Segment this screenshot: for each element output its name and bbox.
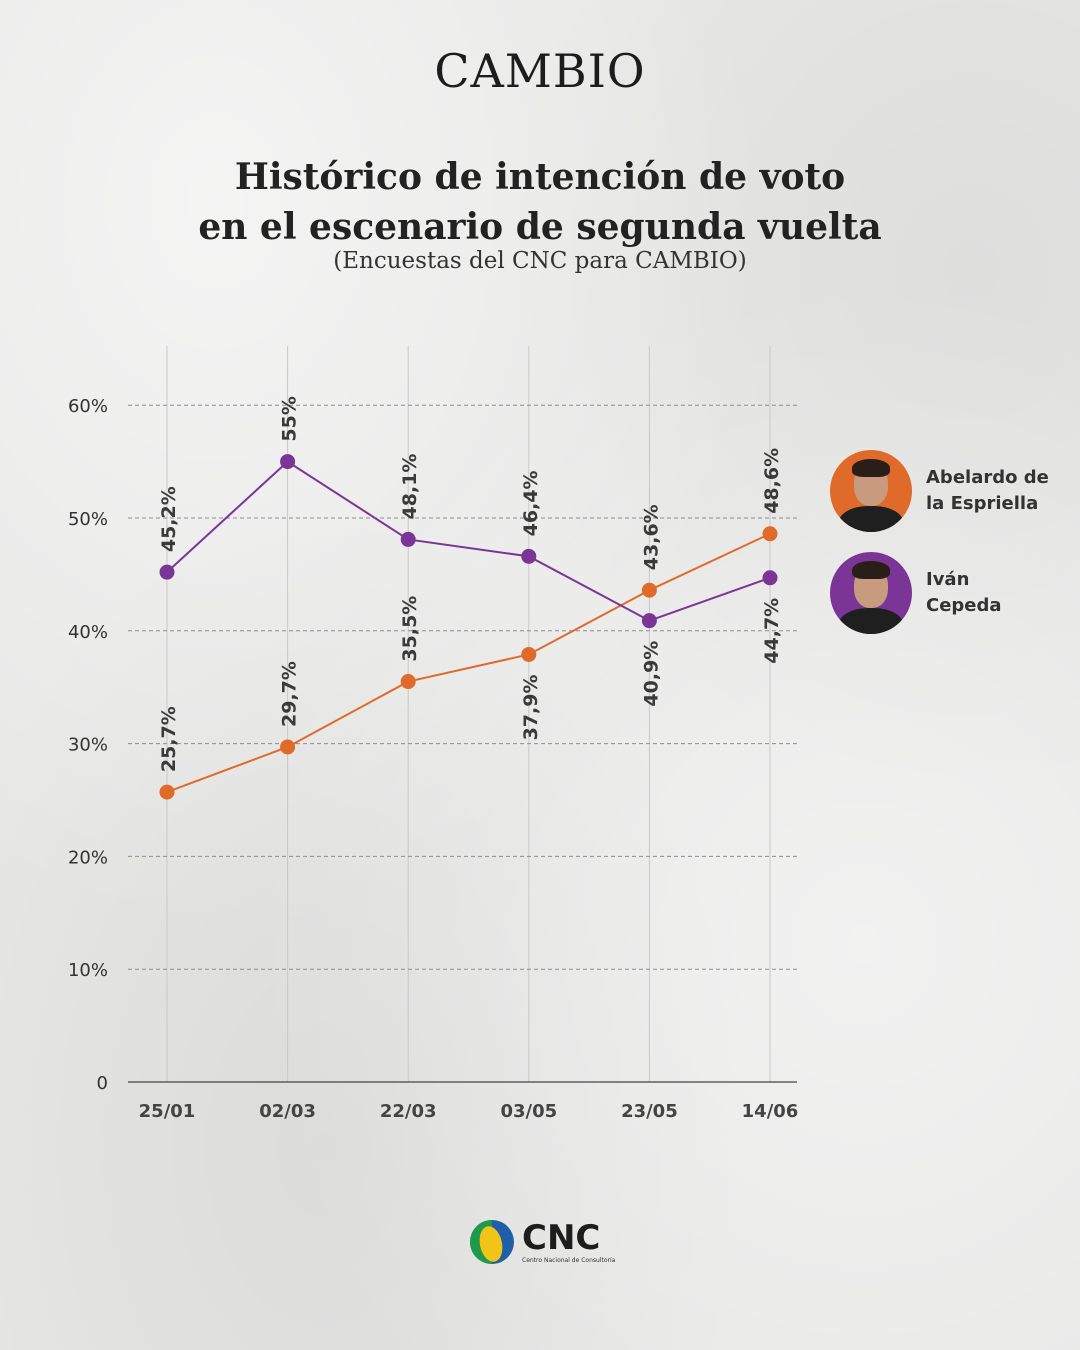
x-tick-label: 22/03 xyxy=(380,1101,437,1122)
data-label: 55% xyxy=(279,396,301,441)
data-label: 37,9% xyxy=(520,674,542,740)
y-tick-label: 30% xyxy=(68,735,108,756)
data-label: 35,5% xyxy=(399,596,421,662)
data-label: 45,2% xyxy=(158,486,180,552)
x-tick-label: 03/05 xyxy=(500,1101,557,1122)
legend-item-cepeda: Iván Cepeda xyxy=(830,552,1056,634)
data-point-1 xyxy=(641,613,657,629)
cnc-logo-subtitle: Centro Nacional de Consultoría xyxy=(522,1256,616,1264)
x-tick-label: 02/03 xyxy=(259,1101,316,1122)
data-point-1 xyxy=(762,570,778,586)
data-label: 48,1% xyxy=(399,454,421,520)
legend-label-cepeda-line-1: Iván xyxy=(926,569,970,590)
y-tick-label: 10% xyxy=(68,960,108,981)
brand-logo: CAMBIO xyxy=(434,44,646,98)
data-point-0 xyxy=(521,646,537,662)
legend-label-abelardo: Abelardo de la Espriella xyxy=(926,465,1056,517)
series-line-0 xyxy=(166,532,771,794)
data-point-1 xyxy=(280,454,296,470)
y-tick-label: 40% xyxy=(68,622,108,643)
data-label: 43,6% xyxy=(640,504,662,570)
chart-title-line-1: Histórico de intención de voto xyxy=(234,156,846,198)
legend-label-cepeda: Iván Cepeda xyxy=(926,567,1056,619)
x-tick-label: 23/05 xyxy=(621,1101,678,1122)
data-point-0 xyxy=(400,674,416,690)
data-point-0 xyxy=(762,526,778,542)
y-tick-label: 20% xyxy=(68,847,108,868)
y-tick-label: 50% xyxy=(68,509,108,530)
cnc-logo: CNC Centro Nacional de Consultoría xyxy=(470,1220,615,1264)
legend-label-cepeda-line-2: Cepeda xyxy=(926,595,1002,616)
avatar-cepeda xyxy=(830,552,912,634)
data-label: 48,6% xyxy=(761,448,783,514)
y-tick-label: 0 xyxy=(97,1073,108,1094)
data-point-0 xyxy=(159,784,175,800)
data-label: 46,4% xyxy=(520,470,542,536)
cnc-logo-icon xyxy=(470,1220,514,1264)
series-line-1 xyxy=(166,460,771,622)
legend-item-abelardo: Abelardo de la Espriella xyxy=(830,450,1056,532)
data-point-0 xyxy=(280,739,296,755)
x-tick-label: 25/01 xyxy=(139,1101,196,1122)
legend-label-abelardo-line-2: la Espriella xyxy=(926,493,1039,514)
data-point-1 xyxy=(400,531,416,547)
data-label: 25,7% xyxy=(158,706,180,772)
data-point-1 xyxy=(521,548,537,564)
cnc-logo-name: CNC xyxy=(522,1217,601,1258)
legend-label-abelardo-line-1: Abelardo de xyxy=(926,467,1049,488)
data-label: 29,7% xyxy=(279,661,301,727)
data-label: 40,9% xyxy=(640,641,662,707)
data-point-1 xyxy=(159,564,175,580)
avatar-abelardo xyxy=(830,450,912,532)
y-tick-label: 60% xyxy=(68,396,108,417)
chart-subtitle: (Encuestas del CNC para CAMBIO) xyxy=(333,248,747,274)
data-label: 44,7% xyxy=(761,598,783,664)
chart-title-line-2: en el escenario de segunda vuelta xyxy=(198,206,882,248)
chart-title: Histórico de intención de voto en el esc… xyxy=(0,152,1080,252)
x-tick-label: 14/06 xyxy=(742,1101,799,1122)
data-point-0 xyxy=(641,582,657,598)
